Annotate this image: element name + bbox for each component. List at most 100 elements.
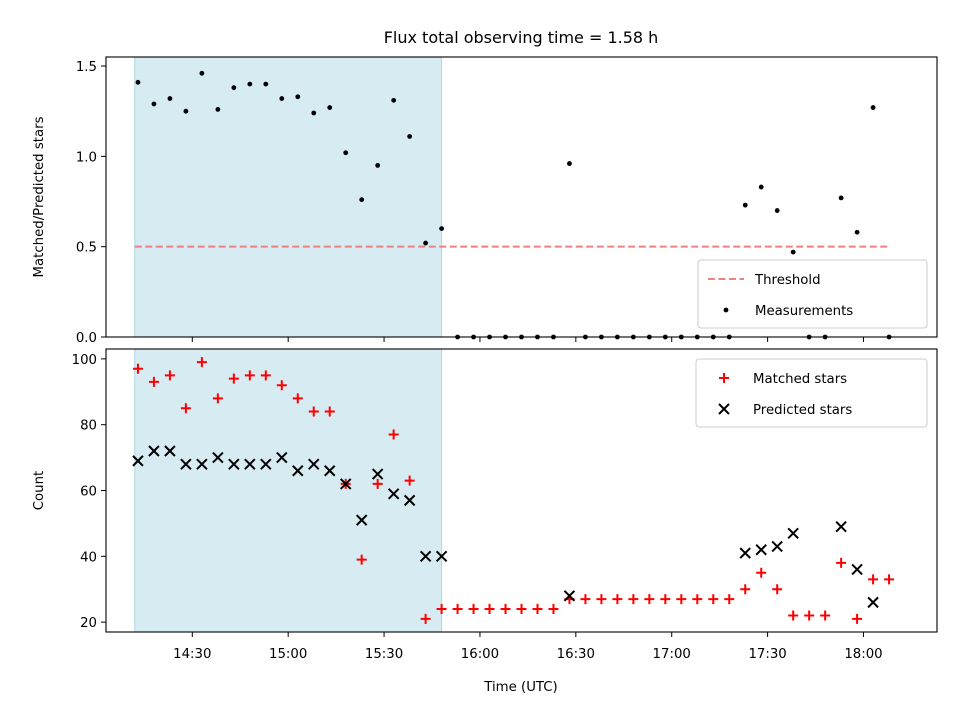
- point-matched-stars: [820, 610, 831, 621]
- point-matched-stars: [756, 567, 767, 578]
- point-matched-stars: [132, 363, 143, 374]
- point-matched-stars: [612, 594, 623, 605]
- point-matched-stars: [724, 594, 735, 605]
- markers: [135, 70, 892, 340]
- y-axis-label: Count: [32, 471, 47, 511]
- markers: [132, 357, 895, 624]
- point-matched-stars: [532, 603, 543, 614]
- x-tick-label: 15:00: [269, 647, 307, 662]
- point-matched-stars: [196, 357, 207, 368]
- x-tick-label: 18:00: [844, 647, 882, 662]
- x-axis-label: Time (UTC): [483, 680, 558, 695]
- point-measurements: [151, 101, 157, 107]
- point-measurements: [247, 81, 253, 87]
- point-matched-stars: [500, 603, 511, 614]
- point-measurements: [774, 208, 780, 213]
- legend-box: [697, 259, 928, 329]
- point-measurements: [870, 105, 876, 110]
- y-tick-label: 100: [72, 353, 97, 368]
- point-predicted-stars: [835, 520, 847, 533]
- point-predicted-stars: [419, 550, 432, 563]
- point-predicted-stars: [196, 458, 208, 470]
- y-axis-label: Matched/Predicted stars: [32, 116, 47, 277]
- point-matched-stars: [516, 603, 527, 614]
- point-measurements: [790, 249, 796, 255]
- highlight-span: [134, 56, 443, 338]
- point-predicted-stars: [355, 514, 368, 526]
- point-predicted-stars: [755, 544, 767, 556]
- point-matched-stars: [276, 380, 287, 391]
- point-matched-stars: [884, 574, 895, 585]
- point-predicted-stars: [435, 550, 448, 563]
- point-matched-stars: [596, 594, 607, 605]
- point-predicted-stars: [324, 465, 336, 477]
- point-matched-stars: [644, 594, 655, 605]
- point-measurements: [838, 195, 844, 201]
- point-measurements: [263, 81, 269, 87]
- point-matched-stars: [308, 406, 319, 417]
- point-measurements: [423, 240, 429, 246]
- point-measurements: [279, 96, 285, 101]
- point-predicted-stars: [212, 451, 224, 464]
- legend-matched-stars-swatch: [719, 373, 729, 383]
- point-predicted-stars: [403, 494, 416, 507]
- point-matched-stars: [708, 594, 719, 605]
- point-matched-stars: [356, 554, 367, 565]
- legend-label: Matched stars: [753, 372, 847, 387]
- point-predicted-stars: [787, 527, 799, 539]
- chart-title: Flux total observing time = 1.58 h: [384, 28, 659, 47]
- point-matched-stars: [388, 429, 399, 440]
- y-tick-label: 1.0: [76, 150, 97, 165]
- point-measurements: [135, 79, 141, 85]
- point-predicted-stars: [132, 455, 144, 467]
- point-predicted-stars: [867, 596, 879, 609]
- axes-frame: [105, 56, 938, 338]
- x-tick-label: 17:00: [653, 647, 691, 662]
- point-matched-stars: [484, 603, 495, 614]
- point-predicted-stars: [563, 590, 576, 602]
- point-matched-stars: [372, 478, 383, 489]
- point-matched-stars: [852, 613, 863, 624]
- panel-bottom: 20 40 60 80 100 14:30 15:00 15:30 16:00 16:30 17:0…: [32, 348, 938, 662]
- point-predicted-stars: [244, 458, 256, 470]
- point-predicted-stars: [340, 478, 352, 490]
- y-tick-label: 0.0: [76, 331, 97, 346]
- legend-label: Measurements: [755, 304, 853, 319]
- legend-label: Predicted stars: [753, 403, 852, 418]
- point-measurements: [439, 226, 444, 232]
- point-matched-stars: [660, 594, 671, 605]
- point-measurements: [407, 134, 413, 139]
- point-measurements: [311, 110, 317, 116]
- legend-box: [695, 358, 928, 428]
- point-measurements: [183, 108, 189, 114]
- point-measurements: [375, 162, 381, 168]
- point-measurements: [295, 94, 301, 100]
- point-predicted-stars: [851, 563, 863, 576]
- y-tick-label: 40: [80, 550, 97, 565]
- point-predicted-stars: [771, 540, 783, 553]
- point-matched-stars: [148, 376, 159, 387]
- point-predicted-stars: [292, 465, 304, 477]
- x-tick-label: 14:30: [173, 647, 211, 662]
- point-matched-stars: [180, 403, 191, 414]
- point-predicted-stars: [387, 488, 400, 500]
- point-measurements: [391, 97, 397, 103]
- point-matched-stars: [548, 603, 559, 614]
- point-matched-stars: [452, 603, 463, 614]
- point-predicted-stars: [164, 445, 176, 457]
- legend-predicted-stars-swatch: [718, 403, 730, 415]
- y-tick-label: 20: [80, 616, 97, 631]
- point-matched-stars: [692, 594, 703, 605]
- legend-measurements-swatch: [723, 307, 729, 313]
- point-predicted-stars: [180, 458, 192, 470]
- point-matched-stars: [404, 475, 415, 486]
- point-measurements: [199, 70, 205, 76]
- point-predicted-stars: [276, 451, 288, 464]
- point-measurements: [854, 229, 860, 235]
- y-tick-label: 60: [80, 485, 97, 500]
- point-matched-stars: [676, 594, 687, 605]
- y-tick-label: 0.5: [76, 241, 97, 256]
- point-measurements: [567, 161, 572, 166]
- legend-label: Threshold: [754, 273, 821, 288]
